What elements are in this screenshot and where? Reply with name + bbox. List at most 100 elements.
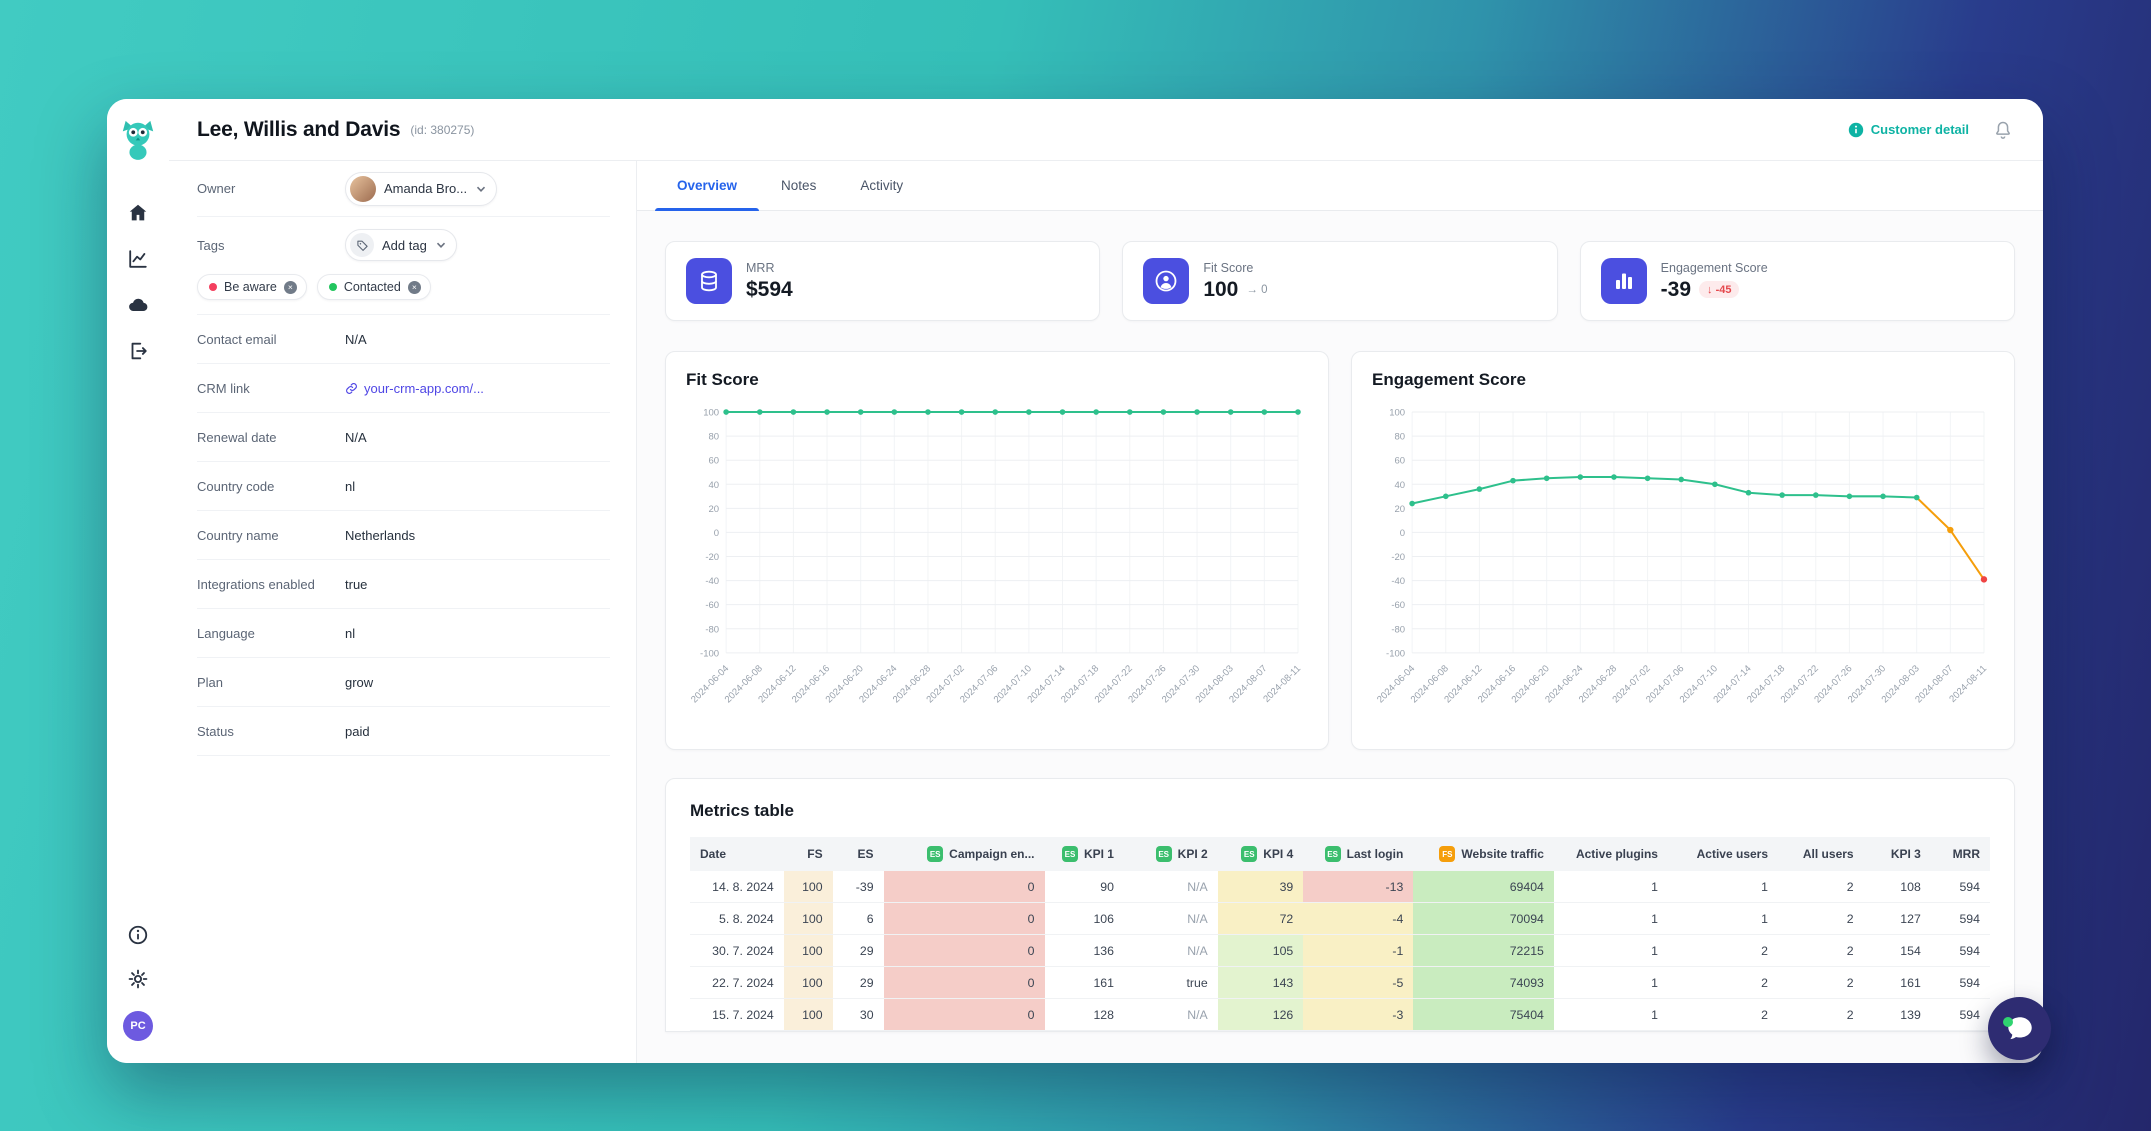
- fit-score-chart-card: Fit Score 2024-06-04 2024-06-08 2024-06-12…: [665, 351, 1329, 751]
- svg-text:0: 0: [714, 528, 719, 539]
- svg-text:100: 100: [703, 408, 719, 419]
- svg-text:80: 80: [1395, 432, 1406, 443]
- detail-field-plan: Plan grow: [197, 658, 610, 707]
- owner-select[interactable]: Amanda Bro...: [345, 171, 498, 206]
- tab-notes[interactable]: Notes: [759, 161, 838, 210]
- customer-detail-button[interactable]: Customer detail: [1848, 122, 1969, 138]
- cell-kpi-2: true: [1123, 966, 1218, 1000]
- cell-campaign-en: 0: [883, 998, 1045, 1032]
- nav-export-icon[interactable]: [126, 339, 150, 363]
- tab-bar: Overview Notes Activity: [637, 161, 2043, 211]
- cell-campaign-en: 0: [883, 902, 1045, 936]
- svg-text:60: 60: [1395, 456, 1406, 467]
- cell-mrr: 594: [1930, 998, 1990, 1032]
- detail-field-contact-email: Contact email N/A: [197, 315, 610, 364]
- field-value: grow: [345, 674, 374, 690]
- kpi-value: -39: [1660, 277, 1692, 301]
- chart-title: Fit Score: [686, 370, 759, 389]
- customer-details-panel: Owner Amanda Bro... Tags: [169, 161, 637, 1063]
- main-content: Overview Notes Activity MRR $594: [637, 161, 2043, 1063]
- cell-kpi-1: 106: [1044, 902, 1124, 936]
- tab-activity[interactable]: Activity: [838, 161, 925, 210]
- cell-es: 6: [832, 902, 884, 936]
- settings-gear-icon[interactable]: [126, 967, 150, 991]
- cell-website-traffic: 75404: [1413, 998, 1554, 1032]
- svg-text:-40: -40: [705, 576, 719, 587]
- cell-last-login: -1: [1303, 934, 1414, 968]
- app-logo-owl-icon: [119, 119, 157, 160]
- cell-kpi-1: 128: [1044, 998, 1124, 1032]
- field-label: Plan: [197, 674, 224, 690]
- cell-active-plugins: 1: [1553, 871, 1668, 904]
- owner-row: Owner Amanda Bro...: [197, 161, 610, 217]
- cell-mrr: 594: [1930, 902, 1990, 936]
- svg-text:-100: -100: [700, 648, 719, 659]
- chart-title: Engagement Score: [1372, 370, 1526, 389]
- column-header-es: ES: [832, 837, 884, 872]
- cell-es: 29: [832, 966, 884, 1000]
- tag-color-dot: [209, 283, 217, 291]
- score-badge-fs: FS: [1439, 846, 1456, 863]
- tab-overview[interactable]: Overview: [655, 161, 760, 211]
- tag-chip-be-aware[interactable]: Be aware ×: [197, 274, 307, 300]
- column-header-date: Date: [690, 837, 784, 872]
- column-header-campaign-en: ES Campaign en...: [883, 837, 1045, 872]
- tag-chip-contacted[interactable]: Contacted ×: [316, 274, 431, 300]
- overview-content: MRR $594 Fit Score 100: [637, 211, 2043, 1063]
- svg-text:-100: -100: [1386, 648, 1405, 659]
- cell-kpi-2: N/A: [1123, 934, 1218, 968]
- cell-last-login: -3: [1303, 998, 1414, 1032]
- tag-label: Be aware: [224, 280, 277, 294]
- nav-analytics-icon[interactable]: [126, 247, 150, 271]
- cell-campaign-en: 0: [883, 871, 1045, 904]
- column-header-website-traffic: FS Website traffic: [1413, 837, 1554, 872]
- cell-all-users: 2: [1778, 871, 1864, 904]
- column-header-kpi-3: KPI 3: [1863, 837, 1931, 872]
- rail-nav: [126, 201, 150, 363]
- info-icon[interactable]: [126, 923, 150, 947]
- score-badge-es: ES: [1324, 846, 1341, 863]
- column-header-active-plugins: Active plugins: [1553, 837, 1668, 872]
- remove-tag-icon[interactable]: ×: [407, 280, 421, 294]
- cell-active-users: 2: [1667, 998, 1779, 1032]
- app-window: PC Lee, Willis and Davis (id: 380275) Cu…: [107, 99, 2043, 1063]
- user-avatar[interactable]: PC: [123, 1011, 153, 1041]
- cell-active-plugins: 1: [1553, 934, 1668, 968]
- cell-date: 15. 7. 2024: [690, 998, 784, 1032]
- detail-fields: Contact email N/A CRM link your-crm-app.com…: [197, 315, 610, 756]
- cell-all-users: 2: [1778, 966, 1864, 1000]
- notifications-bell-icon[interactable]: [1993, 120, 2013, 140]
- cell-fs: 100: [783, 871, 833, 904]
- svg-text:100: 100: [1389, 408, 1405, 419]
- nav-home-icon[interactable]: [126, 201, 150, 225]
- add-tag-button[interactable]: Add tag: [345, 229, 457, 261]
- column-header-kpi-1: ES KPI 1: [1044, 837, 1124, 872]
- crm-link[interactable]: your-crm-app.com/...: [345, 381, 484, 396]
- cell-website-traffic: 70094: [1413, 902, 1554, 936]
- cell-fs: 100: [783, 966, 833, 1000]
- cell-mrr: 594: [1930, 871, 1990, 904]
- cell-kpi-2: N/A: [1123, 902, 1218, 936]
- column-header-kpi-4: ES KPI 4: [1217, 837, 1304, 872]
- table-row: 30. 7. 2024 100 29 0 136 N/A 105 -1 72215 1 2 2 154 5…: [690, 934, 1990, 968]
- cell-kpi-4: 126: [1217, 998, 1304, 1032]
- kpi-card-mrr: MRR $594: [665, 241, 1101, 321]
- nav-cloud-icon[interactable]: [126, 293, 150, 317]
- remove-tag-icon[interactable]: ×: [283, 280, 297, 294]
- table-row: 5. 8. 2024 100 6 0 106 N/A 72 -4 70094 1 1 2 127 594: [690, 902, 1990, 936]
- cell-kpi-1: 161: [1044, 966, 1124, 1000]
- kpi-cards-row: MRR $594 Fit Score 100: [665, 241, 2015, 321]
- tags-label: Tags: [197, 237, 225, 253]
- kpi-label: Fit Score: [1203, 260, 1254, 275]
- field-value: N/A: [345, 331, 367, 347]
- detail-field-country-code: Country code nl: [197, 462, 610, 511]
- metrics-table: Date FS ES ES Campaign en... ES KPI 1 ES KPI 2 ES…: [690, 837, 1990, 1032]
- cell-active-plugins: 1: [1553, 902, 1668, 936]
- user-circle-icon: [1143, 258, 1190, 304]
- chat-widget-button[interactable]: [1988, 997, 2051, 1060]
- cell-campaign-en: 0: [883, 966, 1045, 1000]
- cell-kpi-3: 139: [1863, 998, 1931, 1032]
- coins-icon: [686, 258, 732, 304]
- svg-text:80: 80: [709, 432, 720, 443]
- tag-chips: Be aware × Contacted ×: [197, 274, 610, 300]
